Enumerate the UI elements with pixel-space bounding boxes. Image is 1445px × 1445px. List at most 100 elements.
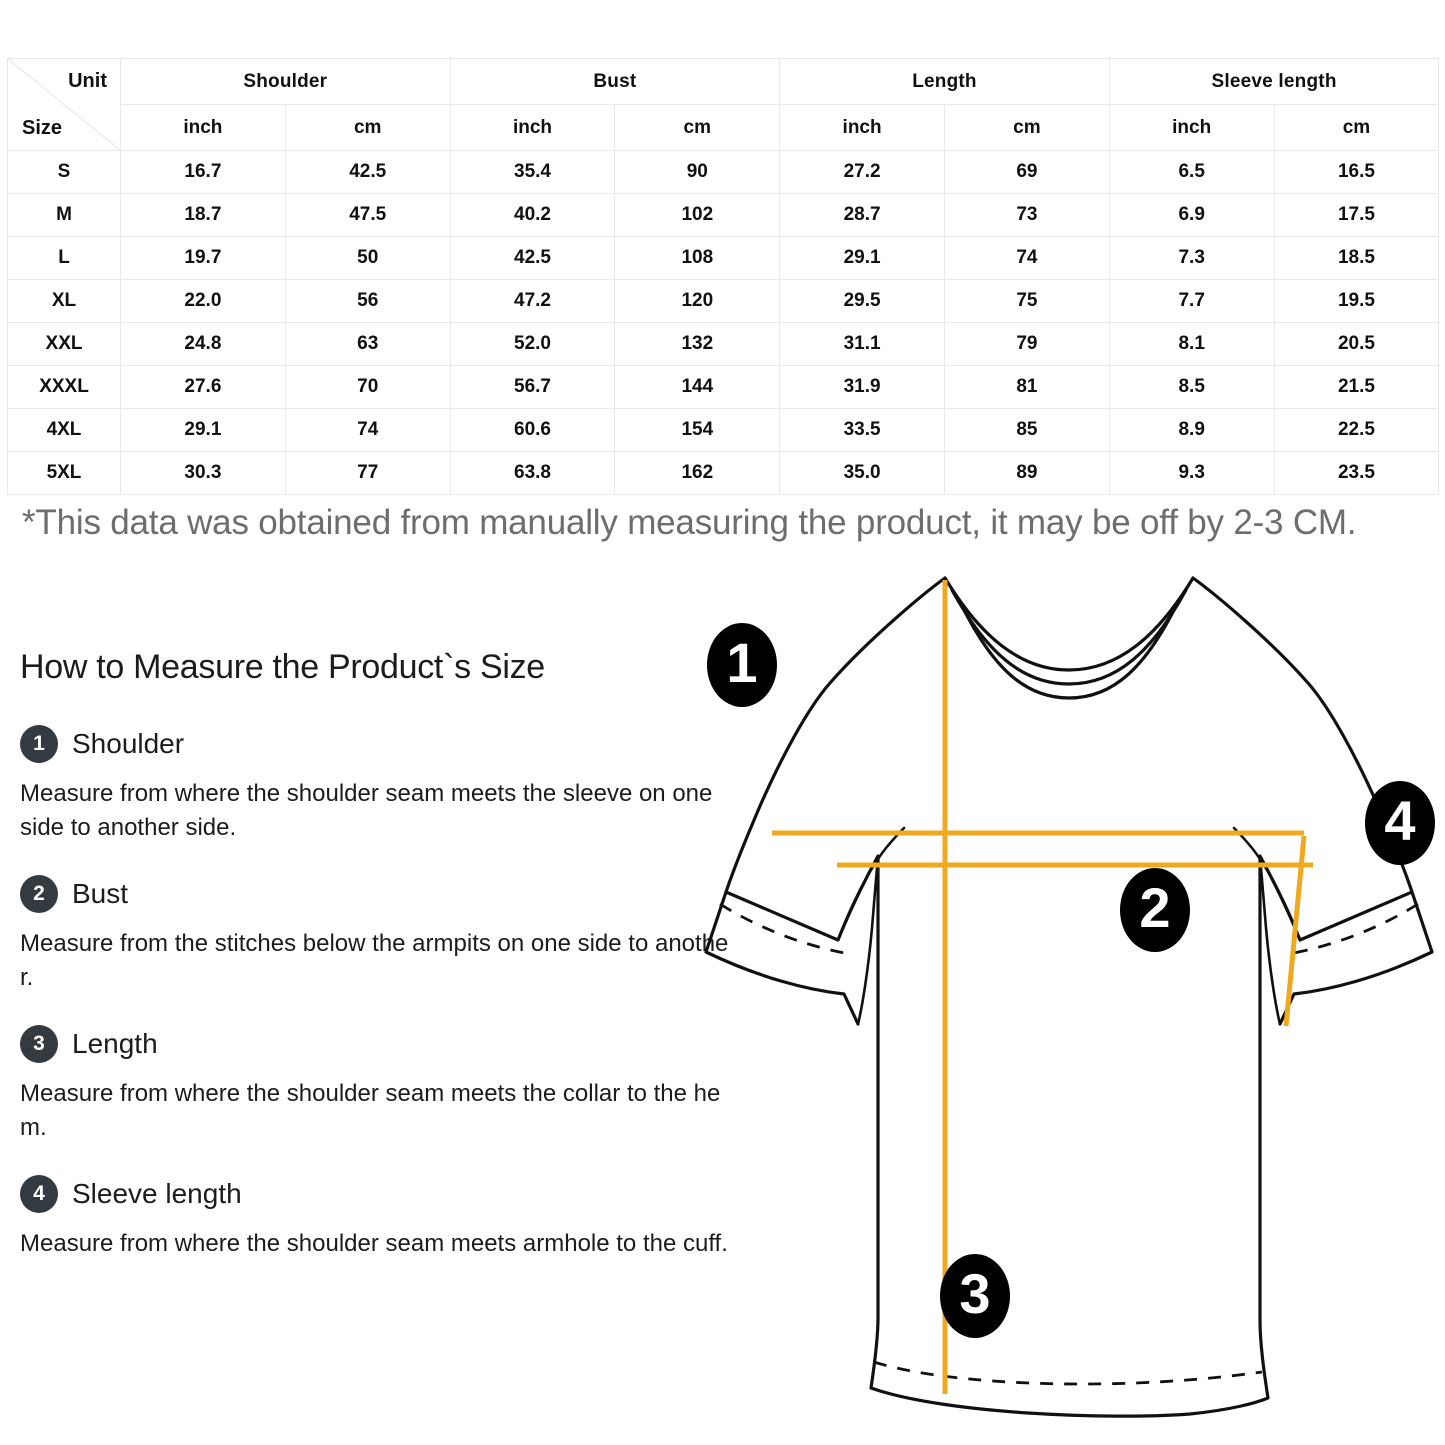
measurement-cell: 29.1 [120, 408, 286, 452]
size-name-cell: L [7, 236, 121, 280]
measure-item: 3 Length Measure from where the shoulder s… [20, 1025, 732, 1145]
measure-item-title: Shoulder [72, 728, 185, 759]
armhole-seam-left [836, 826, 906, 942]
measurement-cell: 70 [284, 365, 451, 409]
unit-header-shoulder-inch: inch [120, 104, 286, 151]
measure-line-sleeve [1283, 835, 1307, 1027]
measurement-cell: 16.5 [1273, 150, 1440, 194]
measurement-cell: 81 [943, 365, 1110, 409]
measurement-cell: 8.9 [1108, 408, 1275, 452]
hem-stitch-line [873, 1360, 1263, 1386]
measure-item-number-badge: 1 [20, 725, 58, 763]
size-chart-table-body: S 16.7 42.5 35.4 90 27.2 69 6.5 16.5 M 18.7 47.5 40.… [7, 150, 1440, 495]
unit-header-sleeve-inch: inch [1108, 104, 1275, 151]
measurement-cell: 60.6 [449, 408, 616, 452]
size-name-cell: XL [7, 279, 121, 323]
measure-item-header: 1 Shoulder [20, 725, 732, 763]
diagram-marker-4: 4 [1365, 781, 1435, 865]
size-name-cell: 5XL [7, 451, 121, 495]
size-name-cell: M [7, 193, 121, 237]
table-row: 5XL 30.3 77 63.8 162 35.0 89 9.3 23.5 [7, 451, 1440, 495]
measurement-cell: 19.5 [1273, 279, 1440, 323]
measure-item-description: Measure from where the shoulder seam mee… [20, 1230, 728, 1258]
size-chart-table-container: Unit Size Shoulder Bust Length Sleeve le… [0, 58, 1445, 495]
measurement-cell: 22.5 [1273, 408, 1440, 452]
measurement-cell: 63.8 [449, 451, 616, 495]
measure-item-number-badge: 2 [20, 875, 58, 914]
size-label: Size [22, 117, 63, 139]
unit-header-bust-inch: inch [449, 104, 616, 151]
table-group-header-row: Unit Size Shoulder Bust Length Sleeve le… [7, 58, 1440, 151]
measurement-cell: 6.5 [1108, 150, 1275, 194]
diagram-marker-4-label: 4 [1384, 789, 1415, 852]
measure-item-number-badge: 3 [20, 1025, 58, 1064]
table-row: S 16.7 42.5 35.4 90 27.2 69 6.5 16.5 [7, 150, 1440, 194]
measurement-cell: 40.2 [449, 193, 616, 237]
measurement-cell: 77 [284, 451, 451, 495]
measurement-cell: 35.4 [449, 150, 616, 194]
measurement-cell: 132 [614, 322, 781, 366]
measurement-cell: 8.5 [1108, 365, 1275, 409]
measurement-cell: 18.5 [1273, 236, 1440, 280]
measurement-cell: 52.0 [449, 322, 616, 366]
measurement-cell: 29.1 [779, 236, 945, 280]
measurement-cell: 74 [284, 408, 451, 452]
tshirt-illustration: 1 2 3 4 [704, 576, 1435, 1418]
cuff-left-outline [704, 890, 860, 1026]
measurement-cell: 19.7 [120, 236, 286, 280]
measurement-cell: 21.5 [1273, 365, 1440, 409]
size-name-cell: XXL [7, 322, 121, 366]
group-header-sleeve-length: Sleeve length [1108, 58, 1440, 105]
measure-item-title: Length [72, 1028, 158, 1060]
measure-item-description: Measure from the stitches below the armp… [20, 930, 729, 992]
diagram-marker-2: 2 [1120, 868, 1190, 952]
cuff-stitch-left [719, 902, 851, 956]
unit-header-sleeve-cm: cm [1273, 104, 1440, 151]
group-header-length: Length [779, 58, 1110, 105]
measurement-cell: 35.0 [779, 451, 945, 495]
measurement-cell: 47.2 [449, 279, 616, 323]
unit-header-bust-cm: cm [614, 104, 781, 151]
measurement-cell: 47.5 [284, 193, 451, 237]
cuff-stitch-right [1287, 902, 1419, 956]
measurement-cell: 7.7 [1108, 279, 1275, 323]
measure-item-description: Measure from where the shoulder seam mee… [20, 780, 713, 842]
table-row: 4XL 29.1 74 60.6 154 33.5 85 8.9 22.5 [7, 408, 1440, 452]
measure-item: 1 Shoulder Measure from where the shoulder… [20, 725, 732, 845]
measurement-cell: 17.5 [1273, 193, 1440, 237]
diagram-marker-2-label: 2 [1139, 876, 1170, 939]
diagram-marker-3-label: 3 [959, 1262, 990, 1325]
group-header-bust: Bust [449, 58, 781, 105]
sleeve-inner-line-right [1258, 854, 1282, 1026]
measurement-cell: 90 [614, 150, 781, 194]
measurement-cell: 42.5 [449, 236, 616, 280]
measurement-cell: 102 [614, 193, 781, 237]
unit-label: Unit [68, 70, 107, 92]
measurement-cell: 73 [943, 193, 1110, 237]
measurement-cell: 144 [614, 365, 781, 409]
measure-item: 4 Sleeve length Measure from where the sho… [20, 1175, 732, 1261]
unit-header-shoulder-cm: cm [284, 104, 451, 151]
collar-inner-line [960, 604, 1178, 700]
size-name-cell: XXXL [7, 365, 121, 409]
measurement-cell: 24.8 [120, 322, 286, 366]
measurement-cell: 89 [943, 451, 1110, 495]
tshirt-body-outline [724, 576, 1414, 1418]
measure-item-number-badge: 4 [20, 1175, 58, 1214]
unit-header-length-inch: inch [779, 104, 945, 151]
measurement-cell: 56.7 [449, 365, 616, 409]
measurement-cell: 108 [614, 236, 781, 280]
sleeve-inner-line-left [856, 854, 880, 1026]
measurement-cell: 27.2 [779, 150, 945, 194]
unit-header-length-cm: cm [943, 104, 1110, 151]
table-row: XL 22.0 56 47.2 120 29.5 75 7.7 19.5 [7, 279, 1440, 323]
size-name-cell: 4XL [7, 408, 121, 452]
measurement-cell: 33.5 [779, 408, 945, 452]
measurement-cell: 31.9 [779, 365, 945, 409]
measurement-cell: 63 [284, 322, 451, 366]
table-row: XXXL 27.6 70 56.7 144 31.9 81 8.5 21.5 [7, 365, 1440, 409]
measure-item-description: Measure from where the shoulder seam mee… [20, 1080, 721, 1142]
measurement-cell: 20.5 [1273, 322, 1440, 366]
table-row: XXL 24.8 63 52.0 132 31.1 79 8.1 20.5 [7, 322, 1440, 366]
measurement-cell: 85 [943, 408, 1110, 452]
